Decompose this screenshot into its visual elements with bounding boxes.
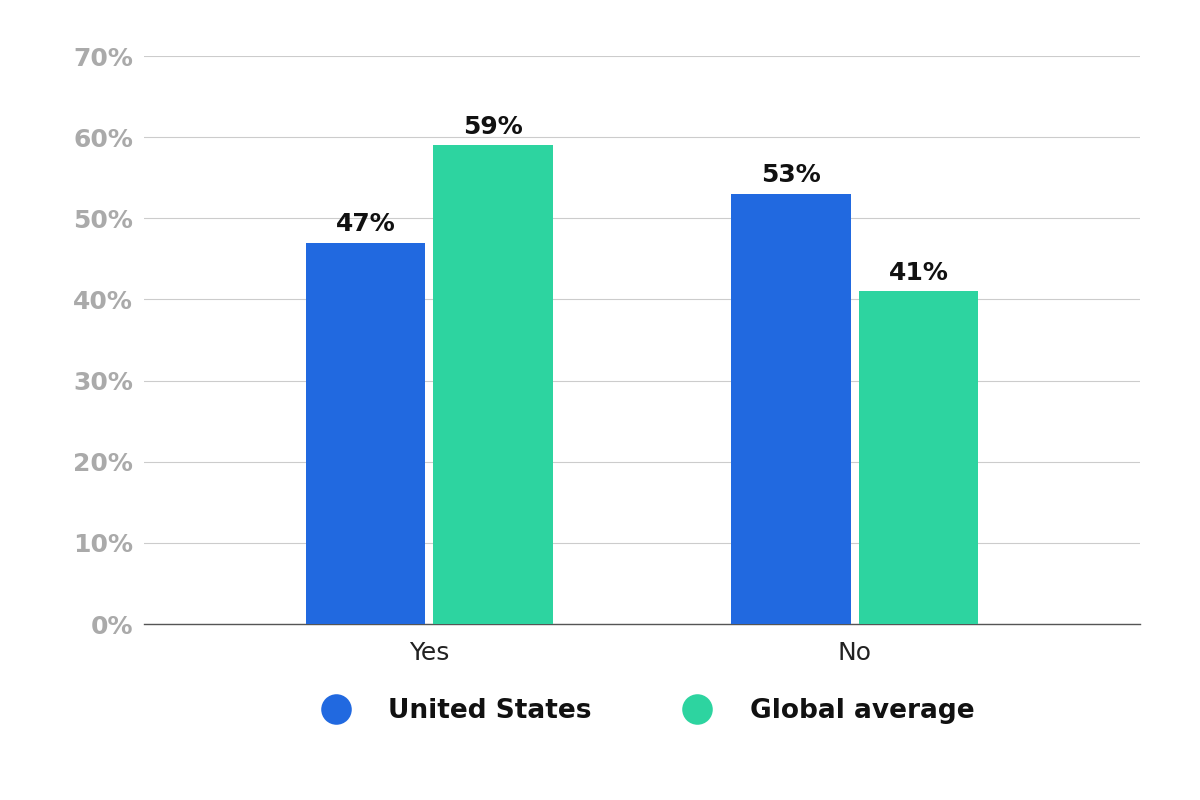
Bar — [306, 242, 425, 624]
Text: 41%: 41% — [889, 261, 949, 285]
Text: 47%: 47% — [336, 212, 395, 236]
Text: 59%: 59% — [463, 114, 523, 138]
Bar — [859, 291, 978, 624]
Text: 53%: 53% — [761, 163, 821, 187]
Legend: United States, Global average: United States, Global average — [310, 698, 974, 725]
Bar — [731, 194, 851, 624]
Bar — [433, 146, 553, 624]
